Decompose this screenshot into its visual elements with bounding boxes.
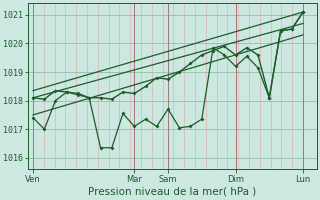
X-axis label: Pression niveau de la mer( hPa ): Pression niveau de la mer( hPa )	[88, 187, 256, 197]
